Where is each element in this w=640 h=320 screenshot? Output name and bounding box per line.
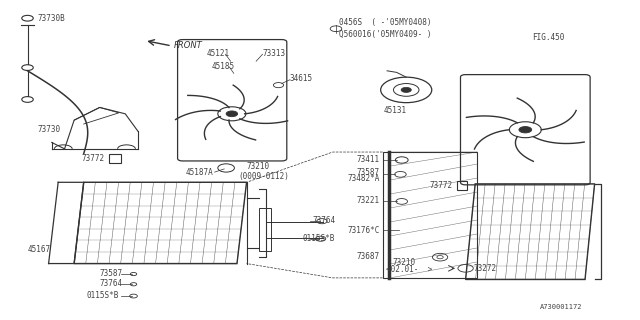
Bar: [259, 208, 271, 251]
Text: (0009-0112): (0009-0112): [238, 172, 289, 181]
Text: 0115S*B: 0115S*B: [302, 234, 335, 243]
Text: 45187A: 45187A: [186, 168, 214, 177]
Circle shape: [519, 126, 532, 133]
Text: 73764: 73764: [100, 279, 123, 288]
Text: FRONT: FRONT: [173, 41, 202, 51]
Text: 73411: 73411: [356, 155, 380, 164]
Text: 45167: 45167: [28, 245, 51, 254]
Text: 73587: 73587: [356, 168, 380, 177]
Text: 45131: 45131: [384, 106, 407, 115]
Text: 73210: 73210: [246, 162, 269, 171]
Circle shape: [401, 87, 412, 92]
Text: 73176*C: 73176*C: [347, 226, 380, 235]
Text: 45185: 45185: [211, 61, 235, 70]
Bar: [457, 181, 467, 190]
Text: 73313: 73313: [262, 49, 285, 58]
Bar: [383, 152, 477, 278]
Text: 73482*A: 73482*A: [347, 174, 380, 183]
Text: 73772: 73772: [82, 154, 105, 163]
Text: 73587: 73587: [100, 268, 123, 278]
Text: Q560016('05MY0409- ): Q560016('05MY0409- ): [339, 30, 431, 39]
Text: FIG.450: FIG.450: [532, 33, 564, 42]
Text: 73772: 73772: [429, 181, 453, 190]
Text: 73687: 73687: [356, 252, 380, 261]
Text: 73210: 73210: [392, 258, 415, 267]
Text: <02.01-  >: <02.01- >: [386, 265, 432, 275]
Text: 73730B: 73730B: [37, 14, 65, 23]
Text: 34615: 34615: [290, 74, 313, 83]
Text: A730001172: A730001172: [540, 304, 583, 310]
Text: 45121: 45121: [206, 49, 230, 58]
Text: 73272: 73272: [474, 264, 497, 273]
Circle shape: [226, 111, 237, 117]
Text: 0456S  ( -'05MY0408): 0456S ( -'05MY0408): [339, 19, 431, 28]
Text: 73730: 73730: [37, 125, 60, 134]
Text: 0115S*B: 0115S*B: [87, 291, 119, 300]
Text: 73764: 73764: [312, 216, 335, 225]
Bar: [109, 154, 121, 163]
Text: 73221: 73221: [356, 196, 380, 205]
